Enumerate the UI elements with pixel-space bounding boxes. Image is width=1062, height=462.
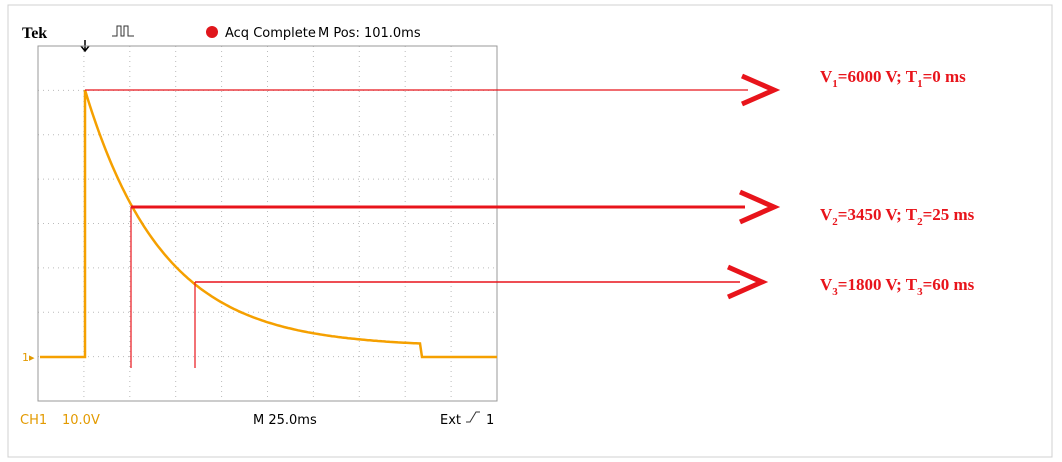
m-pos: M Pos: 101.0ms [318, 26, 421, 41]
v: V [820, 275, 833, 294]
marker-number: 1 [22, 351, 29, 364]
t: T [906, 205, 918, 224]
acq-status: Acq Complete [225, 26, 316, 41]
t: T [906, 67, 918, 86]
v: V [820, 67, 833, 86]
v-text: =3450 V; [838, 205, 906, 224]
trigger-level: 1 [486, 413, 494, 428]
timebase: M 25.0ms [253, 413, 317, 428]
t-text: =0 ms [923, 67, 967, 86]
v: V [820, 205, 833, 224]
v-text: =1800 V; [838, 275, 906, 294]
brand: Tek [22, 25, 47, 42]
page: Tek Acq Complete M Pos: 101.0ms 1▸ CH1 1… [0, 0, 1062, 462]
trigger-source: Ext [440, 413, 461, 428]
volts-div: 10.0V [62, 413, 100, 428]
t: T [906, 275, 918, 294]
v-text: =6000 V; [838, 67, 906, 86]
t-text: =60 ms [923, 275, 975, 294]
t-text: =25 ms [923, 205, 975, 224]
channel: CH1 [20, 413, 47, 428]
channel-marker: 1▸ [22, 351, 35, 364]
acq-dot [206, 26, 218, 38]
